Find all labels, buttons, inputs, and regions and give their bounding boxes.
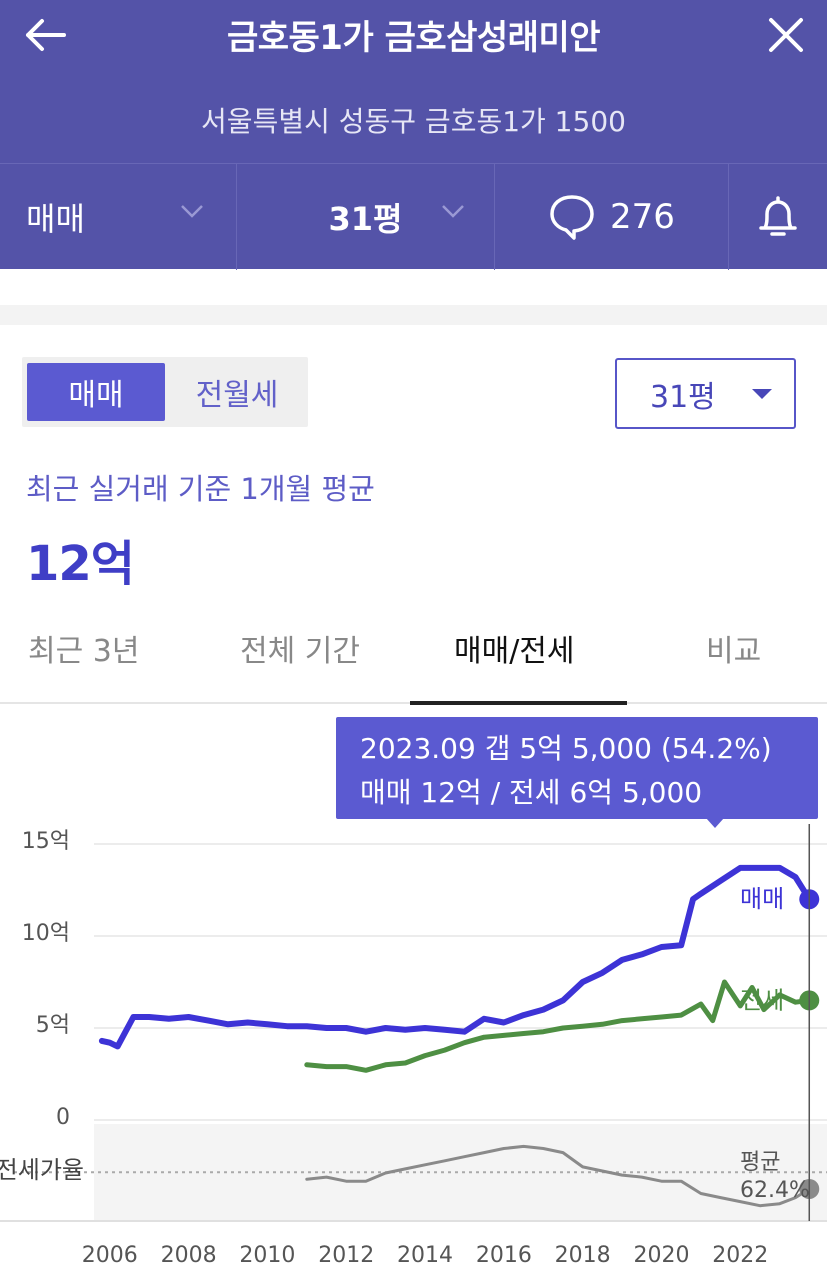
app-header: 금호동1가 금호삼성래미안 서울특별시 성동구 금호동1가 1500 매매 31… — [0, 0, 827, 270]
trade-type-dropdown[interactable]: 매매 — [0, 164, 237, 270]
address-text: 서울특별시 성동구 금호동1가 1500 — [201, 105, 626, 138]
jeonse-price-line — [304, 979, 812, 1073]
caret-down-icon — [752, 389, 772, 399]
jeonse-series-label: 전세 — [740, 986, 784, 1014]
y-tick-label: 15억 — [22, 829, 70, 854]
x-tick-label: 2016 — [476, 1243, 532, 1268]
close-button[interactable] — [759, 8, 813, 62]
trade-segment-control: 매매 전월세 — [22, 357, 308, 427]
notification-button[interactable] — [729, 164, 827, 270]
tooltip-arrow — [706, 818, 724, 828]
back-arrow-icon — [26, 19, 66, 51]
x-tick-label: 2006 — [82, 1243, 138, 1268]
ratio-average-value: 62.4% — [740, 1178, 810, 1203]
tab-recent-3y[interactable]: 최근 3년 — [28, 634, 140, 669]
tooltip-line-2: 매매 12억 / 전세 6억 5,000 — [360, 776, 703, 809]
trade-type-label: 매매 — [26, 200, 85, 238]
segment-lease[interactable]: 전월세 — [195, 378, 279, 413]
x-tick-label: 2022 — [712, 1243, 768, 1268]
x-axis-labels: 2006 2008 2010 2012 2014 2016 2018 2020 2022 — [82, 1243, 769, 1268]
x-tick-label: 2012 — [318, 1243, 374, 1268]
chevron-down-icon — [442, 205, 464, 218]
close-icon — [769, 18, 803, 52]
size-select[interactable]: 31평 — [615, 358, 796, 429]
price-subtitle: 최근 실거래 기준 1개월 평균 — [26, 472, 375, 506]
chart-grid — [0, 843, 827, 1222]
bell-icon — [759, 196, 797, 236]
period-tabs: 최근 3년 전체 기간 매매/전세 비교 — [0, 600, 827, 705]
tab-sale-lease[interactable]: 매매/전세 — [454, 634, 575, 669]
chart-series — [98, 864, 820, 1208]
chevron-down-icon — [181, 205, 203, 218]
size-dropdown[interactable]: 31평 — [237, 164, 495, 270]
jeonse-ratio-line — [305, 1144, 811, 1208]
ratio-axis-label: 전세가율 — [0, 1156, 84, 1184]
chart-tooltip: 2023.09 갭 5억 5,000 (54.2%) 매매 12억 / 전세 6… — [336, 717, 818, 819]
sale-series-label: 매매 — [740, 885, 784, 913]
section-divider — [0, 305, 827, 325]
sale-price-line — [98, 864, 813, 1050]
y-tick-label: 0 — [56, 1105, 70, 1130]
comments-button[interactable]: 276 — [495, 164, 729, 270]
x-tick-label: 2010 — [239, 1243, 295, 1268]
tooltip-line-1: 2023.09 갭 5억 5,000 (54.2%) — [360, 732, 772, 765]
size-select-value: 31평 — [650, 379, 716, 415]
active-tab-indicator — [410, 701, 627, 705]
page-title: 금호동1가 금호삼성래미안 — [226, 18, 601, 58]
size-label: 31평 — [328, 200, 403, 238]
speech-bubble-icon — [550, 195, 594, 240]
x-tick-label: 2008 — [161, 1243, 217, 1268]
x-tick-label: 2018 — [555, 1243, 611, 1268]
y-tick-label: 5억 — [36, 1013, 70, 1038]
tab-all-period[interactable]: 전체 기간 — [240, 634, 360, 669]
back-button[interactable] — [18, 10, 72, 60]
ratio-average-title: 평균 — [740, 1150, 780, 1175]
comment-count: 276 — [610, 197, 675, 237]
tab-compare[interactable]: 비교 — [706, 634, 762, 669]
x-tick-label: 2014 — [397, 1243, 453, 1268]
ratio-panel-background — [94, 1124, 827, 1220]
x-tick-label: 2020 — [633, 1243, 689, 1268]
average-price: 12억 — [26, 536, 135, 592]
header-toolbar: 매매 31평 276 — [0, 163, 827, 270]
segment-sale[interactable]: 매매 — [27, 363, 165, 421]
y-axis-labels: 15억 10억 5억 0 — [22, 829, 70, 1130]
y-tick-label: 10억 — [22, 921, 70, 946]
